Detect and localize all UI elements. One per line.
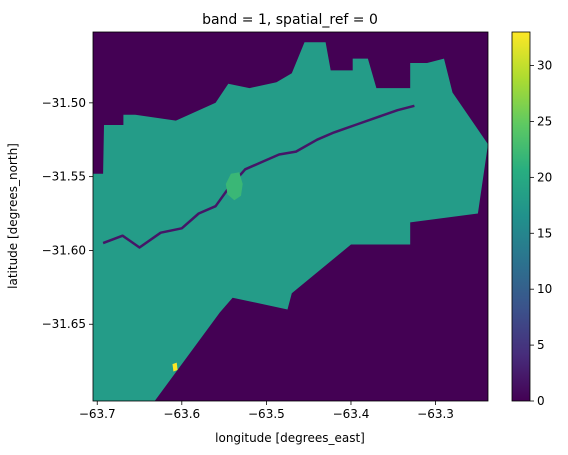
raster-feature [225, 172, 243, 201]
colorbar-gradient [511, 31, 531, 402]
colorbar-tick-label: 0 [537, 394, 545, 408]
colorbar-tick-label: 30 [537, 59, 552, 73]
colorbar-tick-label: 15 [537, 226, 552, 240]
x-tick-label: −63.7 [79, 407, 116, 421]
raster-feature [172, 362, 178, 372]
x-tick-label: −63.6 [163, 407, 200, 421]
y-axis-label: latitude [degrees_north] [6, 143, 20, 289]
x-axis-label: longitude [degrees_east] [215, 431, 365, 445]
x-tick-label: −63.3 [417, 407, 454, 421]
y-axis: −31.50 −31.55 −31.60 −31.65 [42, 96, 93, 331]
colorbar-tick-label: 5 [537, 338, 545, 352]
x-axis: −63.7 −63.6 −63.5 −63.4 −63.3 [79, 401, 454, 421]
x-tick-label: −63.4 [333, 407, 370, 421]
y-tick-label: −31.65 [42, 317, 86, 331]
chart-title: band = 1, spatial_ref = 0 [202, 12, 378, 28]
raster-river [102, 104, 415, 249]
colorbar-tick-label: 20 [537, 170, 552, 184]
y-tick-label: −31.55 [42, 170, 86, 184]
plot-area [92, 31, 489, 402]
plot-frame [92, 31, 489, 402]
y-tick-label: −31.50 [42, 96, 86, 110]
x-tick-label: −63.5 [248, 407, 285, 421]
colorbar-tick-label: 25 [537, 114, 552, 128]
y-tick-label: −31.60 [42, 243, 86, 257]
colorbar-tick-label: 10 [537, 282, 552, 296]
raster-region [93, 42, 488, 401]
colorbar: 0 5 10 15 20 25 30 [511, 31, 552, 408]
